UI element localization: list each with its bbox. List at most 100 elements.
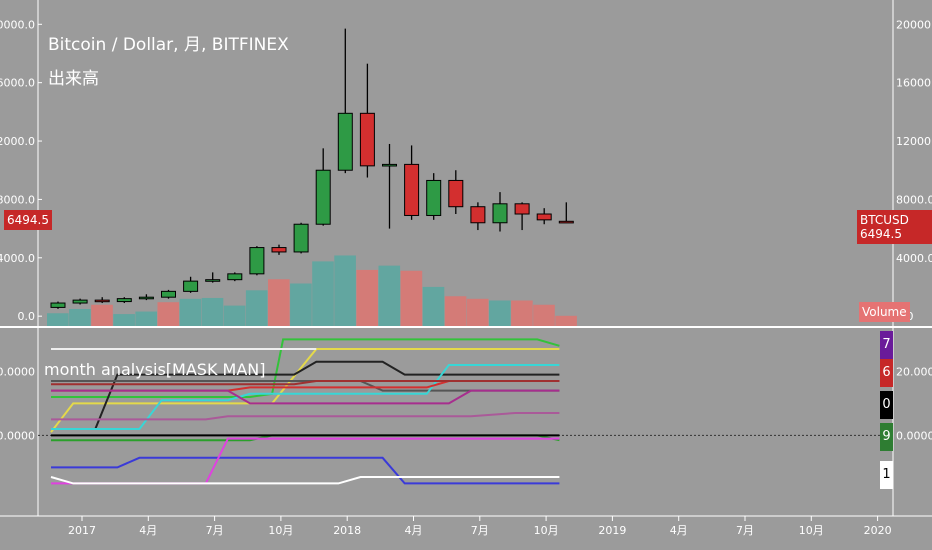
price-badge-value: 6494.5	[860, 227, 902, 241]
candle-body	[271, 247, 287, 253]
volume-label: 出来高	[48, 69, 99, 89]
volume-bar	[444, 296, 467, 326]
x-tick-label: 2018	[333, 524, 361, 537]
indicator-tick-right: 20.0000	[896, 365, 932, 378]
price-tick-right: 20000.0	[896, 18, 932, 31]
candle-body	[138, 296, 154, 300]
price-tick-left: 4000.0	[0, 252, 35, 265]
x-tick-label: 10月	[268, 524, 293, 537]
x-tick-label: 7月	[206, 524, 224, 537]
x-tick-label: 2019	[598, 524, 626, 537]
indicator-badge: 0	[880, 391, 893, 419]
indicator-tick-left: 0.0000	[0, 429, 35, 442]
volume-bar	[157, 302, 180, 326]
candle-body	[404, 163, 420, 216]
indicator-title: month analysis[MASK MAN]	[44, 360, 266, 379]
price-tick-left: 8000.0	[0, 193, 35, 206]
indicator-badge: 9	[880, 423, 893, 451]
candle-body	[470, 206, 486, 224]
candle-body	[315, 169, 331, 225]
x-tick-label: 7月	[736, 524, 754, 537]
price-tick-left: 20000.0	[0, 18, 35, 31]
volume-bar	[533, 304, 555, 326]
candle-body	[293, 223, 309, 253]
volume-bar	[466, 298, 489, 326]
candle-body	[536, 213, 552, 221]
volume-bar	[555, 315, 577, 326]
volume-bar	[47, 313, 69, 326]
indicator-series-line	[51, 380, 560, 386]
candle-body	[72, 299, 88, 304]
indicator-badge: 1	[880, 461, 893, 489]
price-badge-right: BTCUSD 6494.5	[857, 210, 932, 244]
x-tick-label: 4月	[139, 524, 157, 537]
indicator-badge: 7	[880, 331, 893, 359]
candle-body	[558, 220, 574, 224]
volume-bar	[69, 309, 91, 326]
volume-bar	[91, 304, 113, 326]
candle-body	[382, 163, 397, 167]
price-tick-right: 16000.0	[896, 77, 932, 90]
volume-bar	[334, 255, 356, 326]
volume-bar	[400, 270, 423, 326]
indicator-badge: 6	[880, 359, 893, 387]
price-badge-symbol: BTCUSD	[860, 213, 909, 227]
candle-body	[448, 179, 464, 208]
x-tick-label: 2017	[68, 524, 96, 537]
axes: 20000.0 20000.0 16000.0 16000.0 12000.0 12000…	[0, 18, 932, 537]
volume-badge: Volume	[859, 302, 910, 322]
indicator-tick-left: 20.0000	[0, 365, 35, 378]
price-tick-left: 16000.0	[0, 77, 35, 90]
price-tick-right: 4000.0	[896, 252, 932, 265]
volume-bar	[268, 279, 290, 326]
indicator-lines	[38, 338, 893, 485]
price-tick-left: 0.0	[18, 310, 36, 323]
candle-body	[492, 203, 508, 224]
volume-bars	[47, 255, 577, 326]
volume-bar	[422, 286, 445, 326]
x-tick-label: 4月	[405, 524, 423, 537]
indicator-series-line	[51, 456, 560, 485]
candle-body	[514, 203, 530, 215]
candle-body	[94, 299, 110, 303]
candles	[50, 28, 574, 309]
x-tick-label: 4月	[670, 524, 688, 537]
volume-bar	[179, 298, 202, 326]
volume-bar	[312, 261, 334, 326]
candle-body	[337, 112, 353, 171]
candle-body	[50, 302, 66, 308]
price-tick-right: 8000.0	[896, 193, 932, 206]
volume-bar	[290, 283, 312, 326]
indicator-series-line	[50, 476, 560, 485]
candle-body	[205, 279, 221, 282]
x-tick-label: 2020	[864, 524, 892, 537]
volume-bar	[356, 269, 378, 326]
volume-bar	[223, 305, 246, 326]
price-tick-left: 12000.0	[0, 135, 35, 148]
candle-body	[116, 298, 132, 303]
volume-bar	[245, 290, 268, 326]
x-tick-label: 10月	[534, 524, 559, 537]
candle-body	[183, 280, 199, 292]
volume-bar	[511, 300, 533, 326]
indicator-series-line	[51, 389, 560, 405]
chart-title: Bitcoin / Dollar, 月, BITFINEX	[48, 35, 289, 55]
candle-body	[426, 179, 442, 216]
volume-bar	[113, 314, 135, 326]
price-badge-left: 6494.5	[4, 210, 52, 230]
indicator-series-line	[51, 412, 560, 421]
candle-body	[161, 290, 176, 298]
volume-bar	[378, 265, 401, 326]
candle-body	[359, 112, 375, 167]
price-tick-right: 12000.0	[896, 135, 932, 148]
volume-bar	[489, 300, 511, 326]
x-tick-label: 10月	[799, 524, 824, 537]
indicator-tick-right: 0.0000	[896, 429, 932, 442]
indicator-series-line	[51, 338, 560, 398]
x-tick-label: 7月	[471, 524, 489, 537]
volume-bar	[135, 311, 157, 326]
candle-body	[227, 273, 243, 281]
candle-body	[249, 247, 265, 275]
